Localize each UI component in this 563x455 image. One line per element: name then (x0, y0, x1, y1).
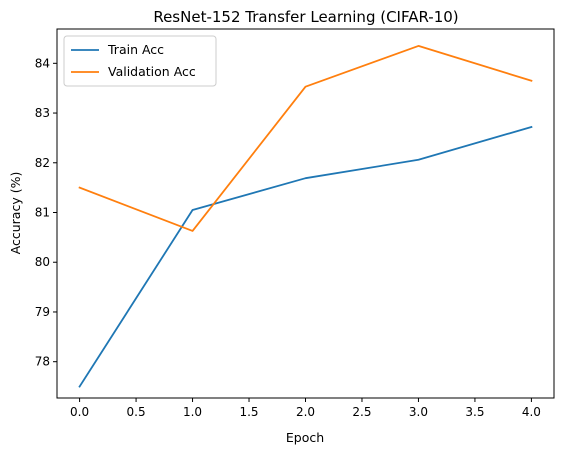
x-tick-label: 1.5 (239, 405, 258, 419)
x-axis-ticks: 0.0 0.5 1.0 1.5 2.0 2.5 3.0 3.5 4.0 (70, 398, 541, 419)
plot-area (56, 28, 555, 399)
y-axis-label: Accuracy (%) (8, 172, 23, 255)
x-tick-label: 2.5 (352, 405, 371, 419)
x-tick-label: 2.0 (296, 405, 315, 419)
y-tick-label: 81 (35, 206, 50, 220)
legend-label-train-acc: Train Acc (107, 42, 164, 57)
x-tick-label: 1.0 (183, 405, 202, 419)
series-line-validation-acc (78, 45, 533, 232)
x-tick-label: 4.0 (522, 405, 541, 419)
x-tick-label: 3.5 (465, 405, 484, 419)
y-tick-label: 78 (35, 355, 50, 369)
x-tick-label: 0.5 (127, 405, 146, 419)
y-tick-label: 83 (35, 106, 50, 120)
y-tick-label: 84 (35, 56, 50, 70)
legend-label-validation-acc: Validation Acc (108, 64, 196, 79)
chart-title: ResNet-152 Transfer Learning (CIFAR-10) (153, 8, 458, 26)
x-tick-label: 0.0 (70, 405, 89, 419)
y-axis-ticks: 78 79 80 81 82 83 84 (35, 56, 57, 369)
legend-box (63, 35, 217, 87)
y-tick-label: 82 (35, 156, 50, 170)
series-line-train-acc (78, 125, 533, 388)
y-tick-label: 79 (35, 305, 50, 319)
legend: Train Acc Validation Acc (63, 35, 217, 87)
x-axis-label: Epoch (286, 430, 324, 445)
x-tick-label: 3.0 (409, 405, 428, 419)
plot-frame (56, 28, 555, 399)
series-group (78, 45, 533, 388)
y-tick-label: 80 (35, 255, 50, 269)
